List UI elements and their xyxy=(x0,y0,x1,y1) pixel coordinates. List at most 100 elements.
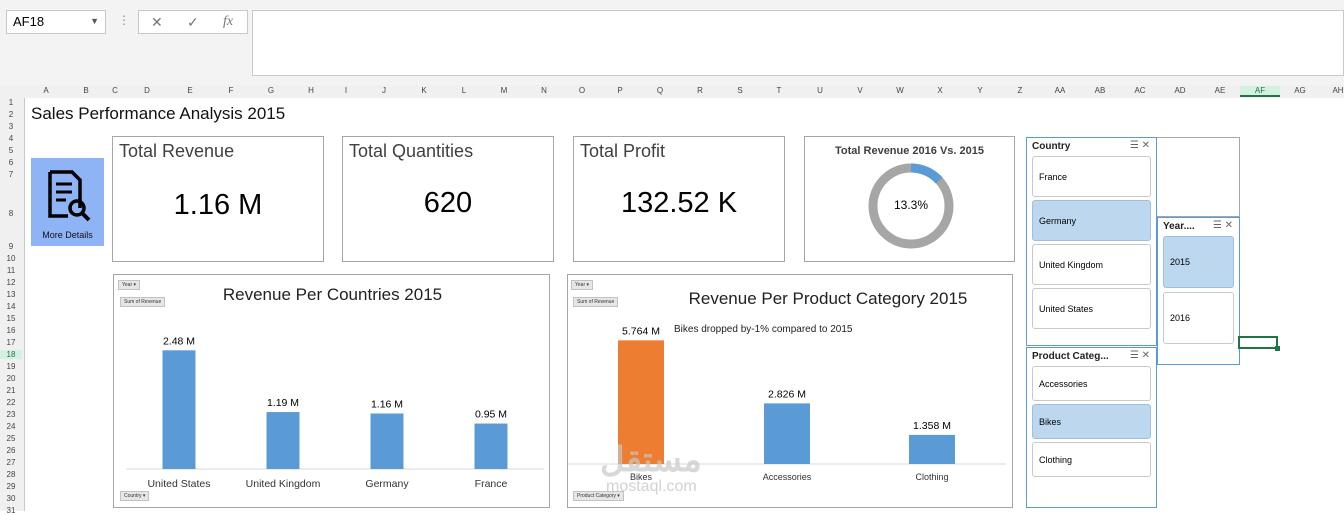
column-header[interactable]: B xyxy=(83,86,89,95)
bar-bikes[interactable] xyxy=(618,340,664,464)
row-header[interactable]: 2 xyxy=(8,110,14,119)
row-header[interactable]: 30 xyxy=(6,494,16,503)
column-header[interactable]: AC xyxy=(1134,86,1146,95)
column-header[interactable]: F xyxy=(228,86,234,95)
column-header[interactable]: AG xyxy=(1294,86,1306,95)
name-box[interactable]: AF18 ▼ xyxy=(6,10,106,34)
row-header[interactable]: 23 xyxy=(6,410,16,419)
active-cell[interactable] xyxy=(1238,336,1280,351)
slicer-item-accessories[interactable]: Accessories xyxy=(1032,366,1151,401)
row-header[interactable]: 21 xyxy=(6,386,16,395)
country-axis-chip[interactable]: Country ▾ xyxy=(120,491,150,501)
column-header[interactable]: Y xyxy=(977,86,983,95)
row-header[interactable]: 19 xyxy=(6,362,16,371)
multi-select-icon[interactable]: ☰ xyxy=(1129,350,1139,361)
more-options-icon[interactable]: ⋮ xyxy=(118,13,130,27)
year-filter-chip[interactable]: Year ▾ xyxy=(571,280,594,290)
column-header[interactable]: H xyxy=(308,86,314,95)
slicer-item-united-kingdom[interactable]: United Kingdom xyxy=(1032,244,1151,285)
row-header[interactable]: 29 xyxy=(6,482,16,491)
row-header[interactable]: 28 xyxy=(6,470,16,479)
column-header[interactable]: AF xyxy=(1240,86,1280,97)
clear-filter-icon[interactable]: ✕ xyxy=(1141,140,1150,151)
column-header[interactable]: V xyxy=(857,86,863,95)
row-header[interactable]: 9 xyxy=(8,242,14,251)
row-header[interactable]: 20 xyxy=(6,374,16,383)
column-header[interactable]: A xyxy=(43,86,49,95)
value-field-chip[interactable]: Sum of Revenue xyxy=(120,297,166,307)
column-header[interactable]: I xyxy=(344,86,348,95)
column-header[interactable]: O xyxy=(578,86,586,95)
column-header[interactable]: G xyxy=(267,86,275,95)
row-header[interactable]: 18 xyxy=(0,350,22,359)
column-header[interactable]: AE xyxy=(1214,86,1226,95)
slicer-item-2016[interactable]: 2016 xyxy=(1163,292,1234,344)
row-header[interactable]: 6 xyxy=(8,158,14,167)
slicer-item-clothing[interactable]: Clothing xyxy=(1032,442,1151,477)
column-header[interactable]: AH xyxy=(1332,86,1344,95)
value-field-chip[interactable]: Sum of Revenue xyxy=(573,297,619,307)
formula-input[interactable] xyxy=(252,10,1344,76)
column-header[interactable]: D xyxy=(144,86,150,95)
column-header[interactable]: Q xyxy=(656,86,664,95)
clear-filter-icon[interactable]: ✕ xyxy=(1141,350,1150,361)
bar-germany[interactable] xyxy=(370,413,404,469)
bar-france[interactable] xyxy=(474,423,508,469)
function-icon[interactable]: fx xyxy=(223,14,234,29)
multi-select-icon[interactable]: ☰ xyxy=(1212,220,1222,231)
bar-accessories[interactable] xyxy=(764,403,810,464)
multi-select-icon[interactable]: ☰ xyxy=(1129,140,1139,151)
slicer-item-bikes[interactable]: Bikes xyxy=(1032,404,1151,439)
more-details-button[interactable]: More Details xyxy=(31,158,104,246)
column-header[interactable]: K xyxy=(421,86,427,95)
category-revenue-chart[interactable]: Year ▾ Sum of Revenue Revenue Per Produc… xyxy=(567,274,1013,508)
row-header[interactable]: 3 xyxy=(8,122,14,131)
clear-filter-icon[interactable]: ✕ xyxy=(1224,220,1233,231)
slicer-item-germany[interactable]: Germany xyxy=(1032,200,1151,241)
column-header[interactable]: L xyxy=(461,86,467,95)
bar-united-kingdom[interactable] xyxy=(266,412,300,469)
column-header[interactable]: P xyxy=(617,86,623,95)
column-header[interactable]: W xyxy=(896,86,904,95)
column-header[interactable]: AB xyxy=(1094,86,1106,95)
row-header[interactable]: 7 xyxy=(8,170,14,179)
row-header[interactable]: 5 xyxy=(8,146,14,155)
column-header[interactable]: N xyxy=(541,86,547,95)
row-header[interactable]: 16 xyxy=(6,326,16,335)
row-header[interactable]: 22 xyxy=(6,398,16,407)
column-header[interactable]: Z xyxy=(1017,86,1023,95)
row-header[interactable]: 24 xyxy=(6,422,16,431)
row-header[interactable]: 12 xyxy=(6,278,16,287)
column-header[interactable]: C xyxy=(112,86,118,95)
row-header[interactable]: 13 xyxy=(6,290,16,299)
column-header[interactable]: E xyxy=(187,86,193,95)
column-header[interactable]: R xyxy=(697,86,703,95)
donut-chart-card[interactable]: Total Revenue 2016 Vs. 2015 13.3% xyxy=(804,136,1015,262)
chevron-down-icon[interactable]: ▼ xyxy=(90,16,99,26)
row-header[interactable]: 8 xyxy=(8,209,14,218)
bar-clothing[interactable] xyxy=(909,434,955,464)
slicer-item-2015[interactable]: 2015 xyxy=(1163,236,1234,288)
column-header[interactable]: AD xyxy=(1174,86,1186,95)
column-header[interactable]: S xyxy=(737,86,743,95)
category-axis-chip[interactable]: Product Category ▾ xyxy=(573,491,624,501)
column-header[interactable]: M xyxy=(500,86,508,95)
slicer-item-united-states[interactable]: United States xyxy=(1032,288,1151,329)
column-header[interactable]: U xyxy=(817,86,823,95)
column-header[interactable]: J xyxy=(382,86,386,95)
row-header[interactable]: 27 xyxy=(6,458,16,467)
country-revenue-chart[interactable]: Year ▾ Sum of Revenue Revenue Per Countr… xyxy=(113,274,550,508)
column-header[interactable]: T xyxy=(776,86,782,95)
row-header[interactable]: 15 xyxy=(6,314,16,323)
row-header[interactable]: 25 xyxy=(6,434,16,443)
column-header[interactable]: X xyxy=(937,86,943,95)
cancel-icon[interactable]: ✕ xyxy=(151,14,163,30)
row-header[interactable]: 17 xyxy=(6,338,16,347)
column-header[interactable]: AA xyxy=(1054,86,1066,95)
slicer-item-france[interactable]: France xyxy=(1032,156,1151,197)
year-filter-chip[interactable]: Year ▾ xyxy=(118,280,141,290)
bar-united-states[interactable] xyxy=(162,350,196,469)
enter-icon[interactable]: ✓ xyxy=(187,14,199,30)
row-header[interactable]: 26 xyxy=(6,446,16,455)
row-header[interactable]: 11 xyxy=(6,266,16,275)
